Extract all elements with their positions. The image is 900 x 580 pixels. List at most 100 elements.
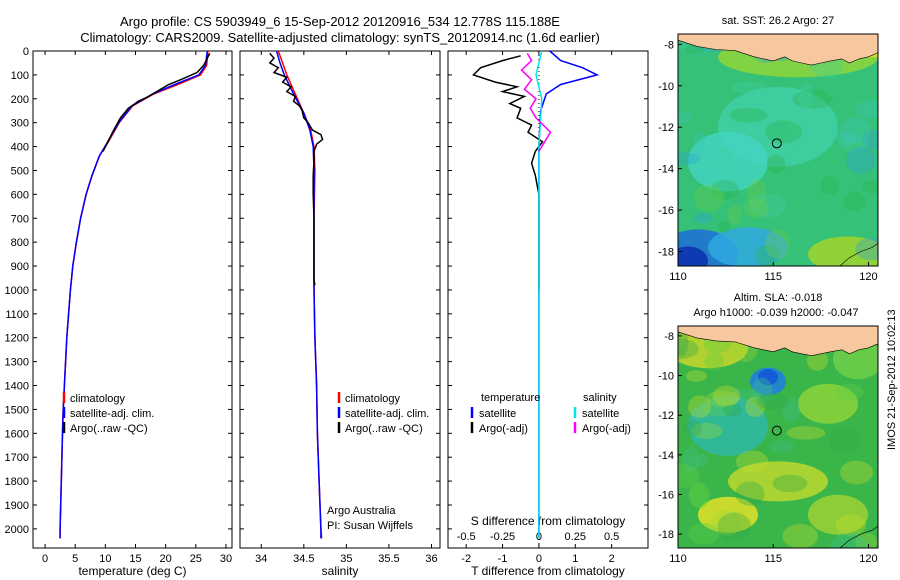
x-tick-label: 5 [72,553,78,565]
field-patch [722,404,743,417]
field-patch [820,175,839,195]
x-tick-label: 10 [99,553,111,565]
top-axis-tick-label: 0.25 [565,531,586,543]
field-patch [732,81,767,94]
field-patch [682,420,703,437]
field-patch [835,383,864,401]
y-tick-label: 400 [11,142,29,154]
field-patch [688,482,711,509]
difference-profile-panel: -2 -1 0 1 2T difference from climatology -0.5… [447,50,649,578]
field-patch [711,180,739,200]
field-patch [727,205,742,226]
figure-title-line2: Climatology: CARS2009. Satellite-adjuste… [80,30,600,45]
legend-label: satellite-adj. clim. [345,408,429,420]
annotation-text: Argo Australia [327,505,396,517]
y-tick-label: -12 [658,122,674,134]
field-patch [757,392,791,410]
map-frame [677,33,879,267]
y-tick-label: -14 [658,164,674,176]
legend-label: climatology [70,393,126,405]
legend-heading-temperature: temperature [481,392,540,404]
field-patch [749,193,788,218]
y-tick-label: 1700 [5,452,29,464]
y-tick-label: 1300 [5,357,29,369]
x-tick-label: 30 [220,553,232,565]
field-patch [708,227,788,266]
series-line-salinity-argo-adj- [520,53,552,152]
y-tick-label: 1800 [5,476,29,488]
land-java-islands [678,34,878,66]
field-patch [695,453,709,468]
field-patch [729,388,761,402]
y-tick-label: 1500 [5,404,29,416]
field-patch [693,184,725,212]
field-patch [855,532,878,548]
top-axis-tick-label: -0.25 [490,531,515,543]
x-tick-label: 0 [42,553,48,565]
y-tick-label: 1100 [5,309,29,321]
field-patch [717,220,731,233]
plot-frame [239,50,441,549]
series-line-argo-raw-qc- [268,52,324,286]
sla-map-title-line2: Argo h1000: -0.039 h2000: -0.047 [693,307,858,319]
x-tick-label: 20 [160,553,172,565]
legend-label: Argo(-adj) [479,423,528,435]
field-patch [758,369,778,386]
field-patch [839,117,872,144]
y-tick-label: -16 [658,205,674,217]
y-tick-label: -18 [658,247,674,259]
top-axis-tick-label: -0.5 [457,531,476,543]
top-axis-label: S difference from climatology [471,514,626,528]
field-patch [689,481,707,508]
sst-map-panel: 110 115 120 -8 -10 -12 -14 -16 -18 sat. SST: 26.2… [658,15,879,283]
x-tick-label: 35 [340,553,352,565]
field-patch [752,377,773,405]
y-tick-label: 2000 [5,524,29,536]
argo-float-marker [771,138,782,149]
map-frame [677,325,879,549]
y-tick-label: -16 [658,489,674,501]
field-patch [798,82,813,110]
x-tick-label: 34.5 [293,553,314,565]
x-axis-label: salinity [322,564,359,578]
x-tick-label: -2 [461,553,471,565]
coastline-australia [839,242,878,266]
y-tick-label: -8 [664,331,674,343]
field-patch [717,512,752,542]
field-patch [746,178,767,208]
field-patch [769,440,794,453]
field-patch [701,397,735,417]
field-patch [685,370,708,382]
field-patch [840,134,870,153]
y-tick-label: 300 [11,118,29,130]
field-patch [735,481,765,506]
field-patch [766,154,786,174]
field-patch [772,474,808,493]
field-patch [808,494,868,535]
series-line-argo-raw-qc- [102,53,211,152]
field-patch [698,496,758,533]
x-tick-label: 25 [190,553,202,565]
field-patch [704,352,724,371]
legend-label: satellite [479,408,516,420]
y-tick-label: -10 [658,371,674,383]
field-patch [782,523,819,548]
field-patch [843,191,866,212]
series-line-temperature-argo-adj- [472,55,544,290]
y-tick-label: 1600 [5,428,29,440]
coastline-australia [839,525,878,548]
field-patch [682,447,701,473]
temperature-profile-panel: 0 5 10 15 20 25 30 temperature (deg C) 0 100 200 30… [5,46,233,578]
field-patch [693,212,713,224]
field-patch [835,514,867,536]
legend-heading-salinity: salinity [583,392,617,404]
field-patch [808,236,878,266]
x-tick-label: 110 [669,271,687,283]
side-timestamp: IMOS 21-Sep-2012 10:02:13 [886,309,898,450]
x-tick-label: 0 [536,553,542,565]
y-tick-label: 500 [11,165,29,177]
y-tick-label: 900 [11,261,29,273]
field-patch [798,383,858,424]
field-patch [716,148,733,174]
